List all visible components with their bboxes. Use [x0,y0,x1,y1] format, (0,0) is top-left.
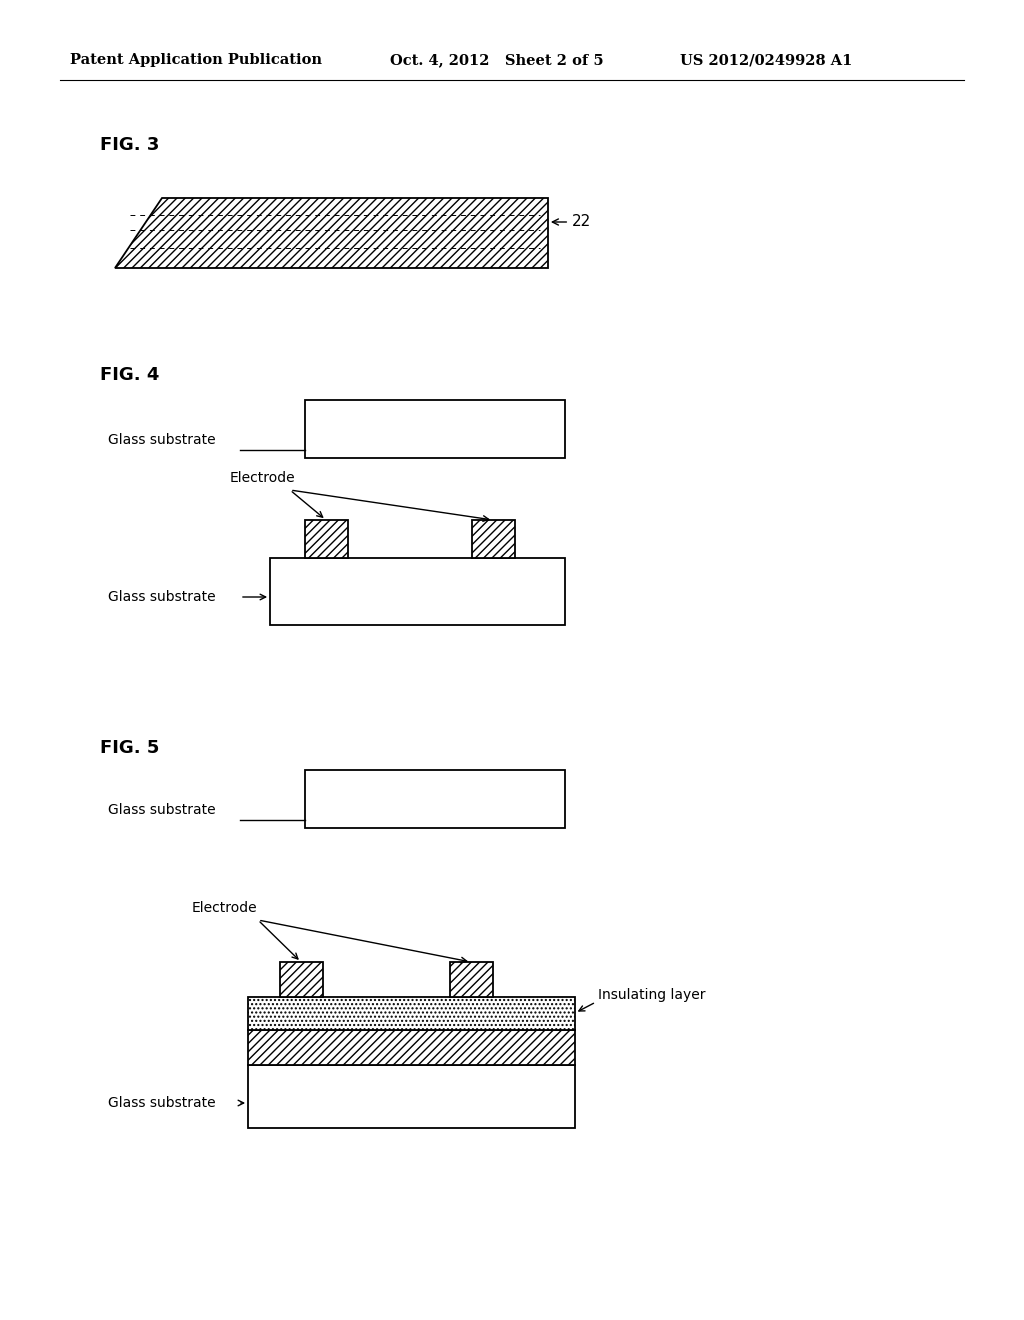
Text: Patent Application Publication: Patent Application Publication [70,53,322,67]
Bar [248,1030,575,1065]
Bar [248,1065,575,1129]
Text: Glass substrate: Glass substrate [108,1096,216,1110]
Text: Glass substrate: Glass substrate [108,803,216,817]
Text: 22: 22 [552,214,591,230]
Text: Electrode: Electrode [230,471,296,484]
Text: FIG. 4: FIG. 4 [100,366,160,384]
Text: Electrode: Electrode [193,902,258,915]
Text: Insulating layer: Insulating layer [598,987,706,1002]
Text: US 2012/0249928 A1: US 2012/0249928 A1 [680,53,852,67]
Text: Glass substrate: Glass substrate [108,590,216,605]
Bar [472,520,515,558]
Bar [450,962,493,997]
Text: Glass substrate: Glass substrate [108,433,216,447]
Bar [270,558,565,624]
Text: FIG. 5: FIG. 5 [100,739,160,756]
Bar [248,997,575,1030]
Text: Oct. 4, 2012   Sheet 2 of 5: Oct. 4, 2012 Sheet 2 of 5 [390,53,603,67]
Bar [305,400,565,458]
Text: FIG. 3: FIG. 3 [100,136,160,154]
Polygon shape [115,198,548,268]
Bar [305,770,565,828]
Bar [305,520,348,558]
Bar [280,962,323,997]
